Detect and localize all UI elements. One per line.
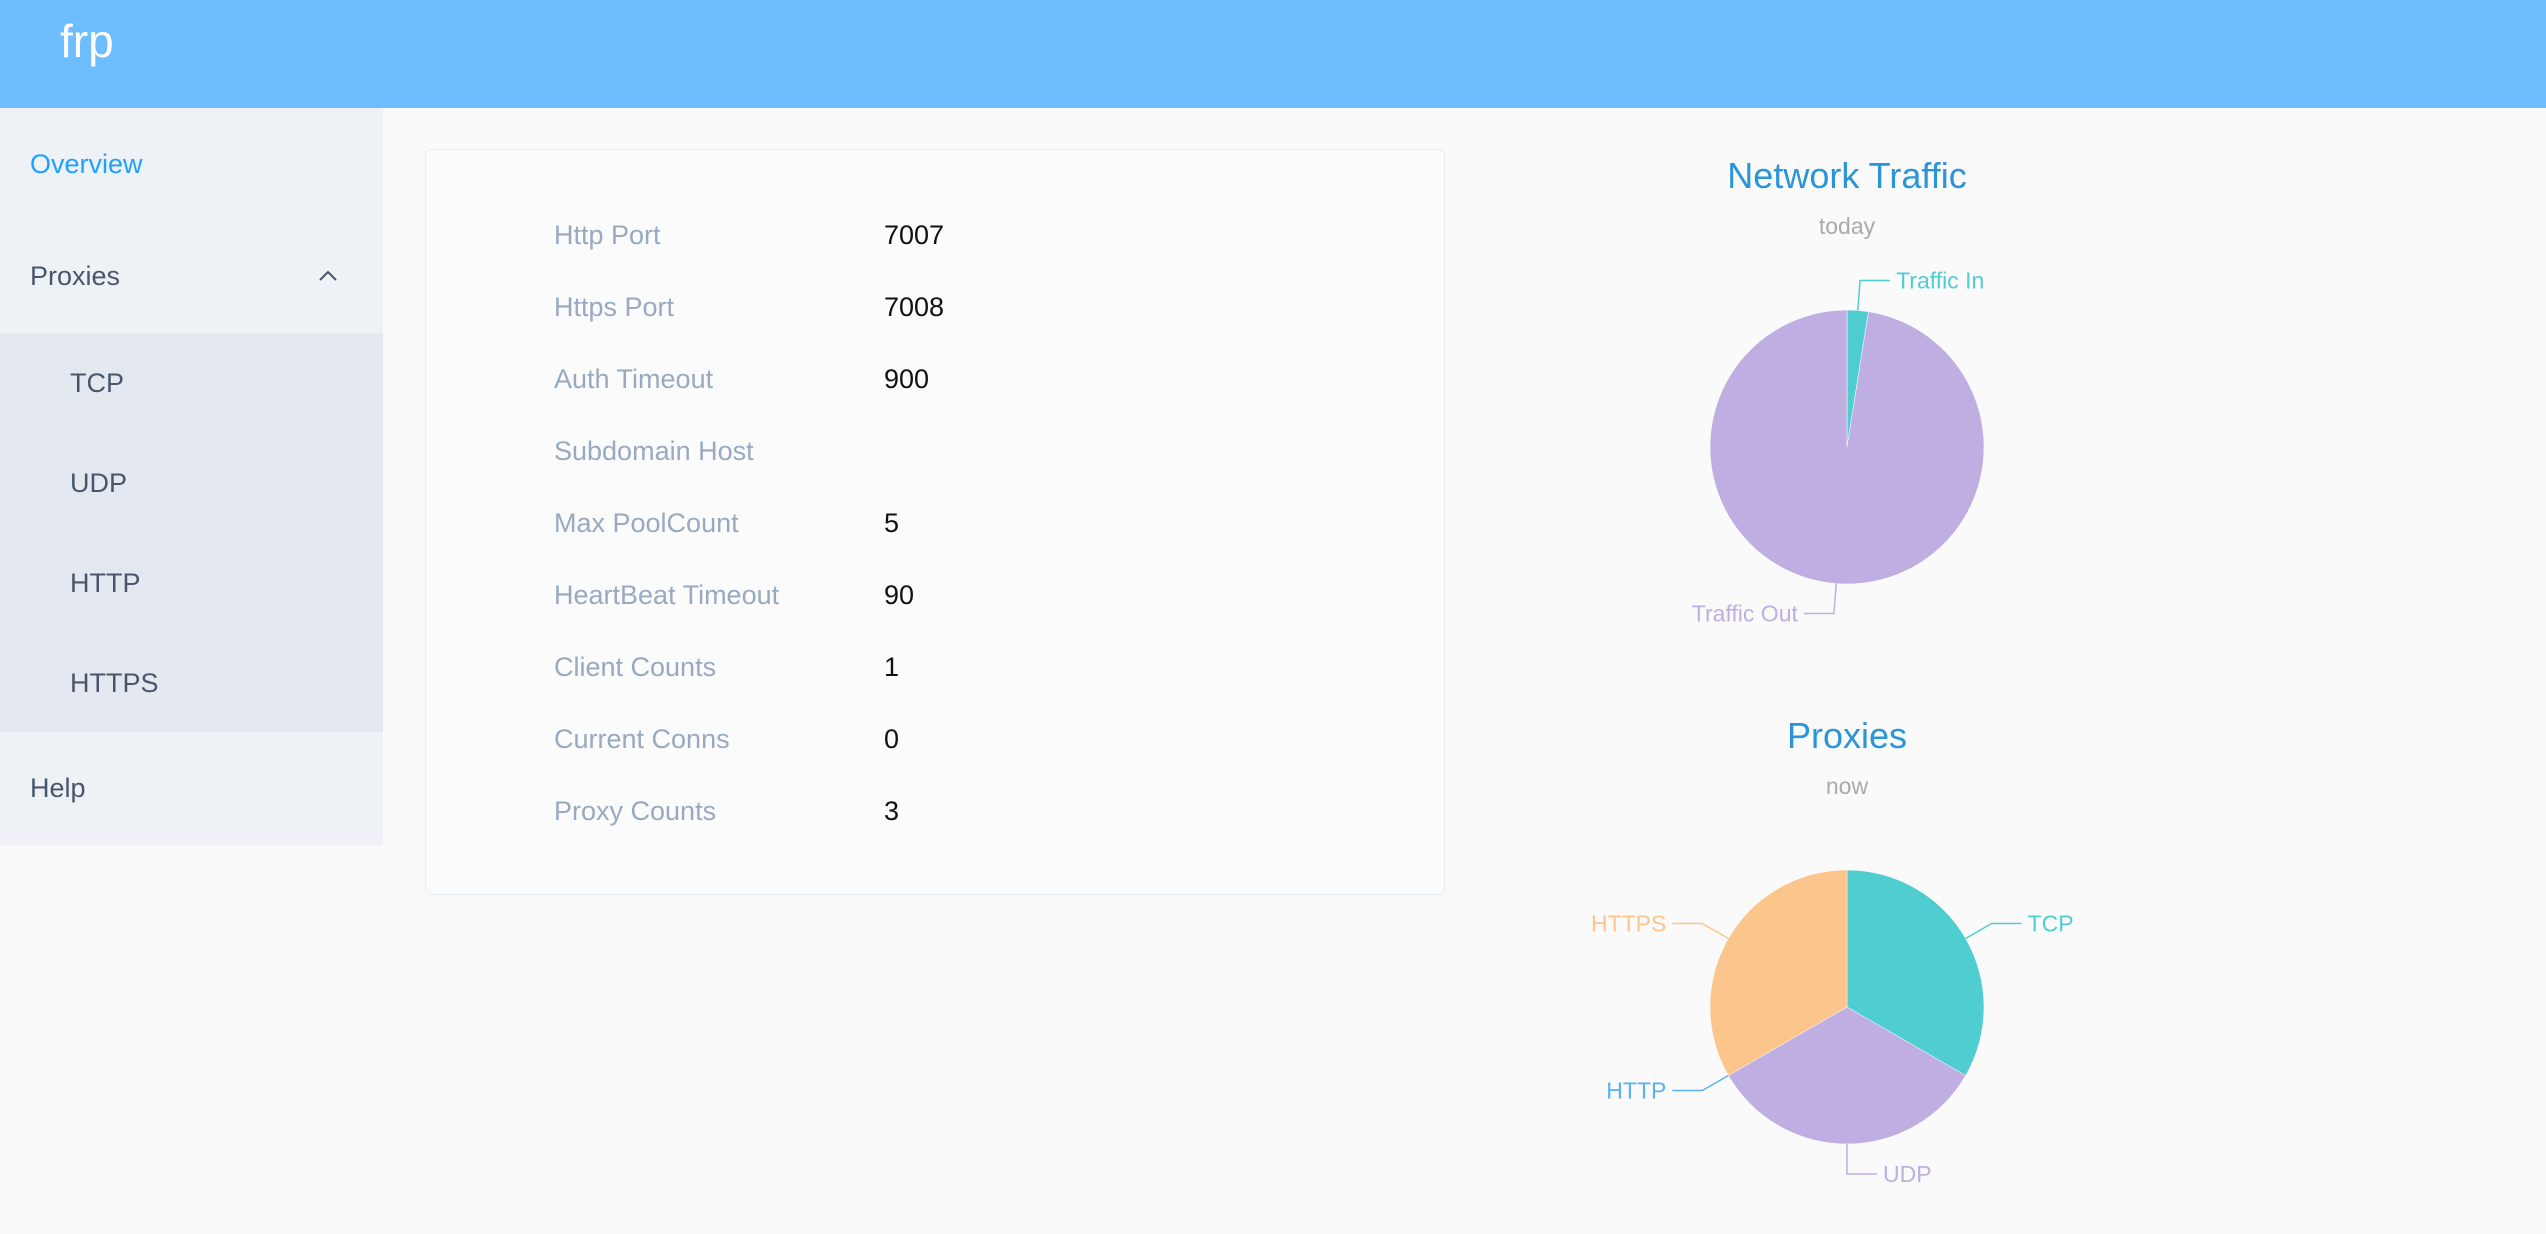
- info-label: Subdomain Host: [554, 436, 754, 466]
- chart-title: Network Traffic: [1727, 155, 1966, 196]
- sidebar-item-label: Proxies: [30, 261, 121, 291]
- info-label: Auth Timeout: [554, 364, 714, 394]
- slice-label: TCP: [2028, 911, 2074, 937]
- chart-title: Proxies: [1787, 715, 1907, 756]
- slice-label: UDP: [1883, 1161, 1932, 1187]
- info-value: 7007: [884, 220, 945, 250]
- header: frp: [0, 0, 2546, 108]
- info-value: 5: [884, 508, 900, 538]
- sidebar-item-help[interactable]: Help: [30, 773, 86, 803]
- chart-subtitle: today: [1819, 213, 1876, 239]
- pie-chart-1: Proxies now TCP UDP HTTP HTTPS: [1591, 715, 2074, 1187]
- info-label: Client Counts: [554, 652, 717, 682]
- info-label: Http Port: [554, 220, 661, 250]
- label-line: [1846, 1144, 1877, 1175]
- label-line: [1857, 279, 1891, 311]
- info-label: HeartBeat Timeout: [554, 580, 780, 610]
- label-line: [1803, 583, 1837, 615]
- server-info-card: Http Port 7007 Https Port 7008 Auth Timeout 9…: [425, 149, 1445, 895]
- sidebar-item-overview[interactable]: Overview: [30, 149, 143, 179]
- info-value: 3: [884, 796, 900, 826]
- sidebar-item-udp[interactable]: UDP: [70, 468, 128, 498]
- info-value: 90: [884, 580, 915, 610]
- slice-label: Traffic In: [1896, 268, 1984, 294]
- sidebar-item-https[interactable]: HTTPS: [70, 668, 159, 698]
- chevron-up-icon[interactable]: [318, 266, 338, 286]
- label-line: [1672, 922, 1729, 940]
- sidebar-item-tcp[interactable]: TCP: [70, 368, 124, 398]
- pie-chart-0: Network Traffic today Traffic In Traffic Ou…: [1692, 155, 1985, 626]
- sidebar: Overview Proxies TCP UDP HTTP HTTPS Help: [0, 108, 383, 845]
- pie-slice-traffic-in[interactable]: [1846, 309, 1869, 448]
- pie-slice-traffic-out[interactable]: [1709, 309, 1985, 585]
- info-value: 900: [884, 364, 930, 394]
- proxies-submenu: TCP UDP HTTP HTTPS: [0, 333, 383, 732]
- info-value: 1: [884, 652, 900, 682]
- label-line: [1965, 922, 2022, 940]
- pie-slice-https[interactable]: [1709, 869, 1848, 1076]
- pie-slice-udp[interactable]: [1728, 1006, 1966, 1145]
- slice-label: HTTP: [1606, 1078, 1666, 1104]
- label-line: [1672, 1074, 1729, 1092]
- slice-label: HTTPS: [1591, 911, 1666, 937]
- info-value: 0: [884, 724, 900, 754]
- info-label: Https Port: [554, 292, 675, 322]
- slice-label: Traffic Out: [1692, 600, 1799, 626]
- info-label: Proxy Counts: [554, 796, 717, 826]
- info-label: Current Conns: [554, 724, 730, 754]
- sidebar-item-proxies[interactable]: Proxies: [0, 220, 383, 332]
- pie-slice-tcp[interactable]: [1846, 869, 1985, 1076]
- info-label: Max PoolCount: [554, 508, 739, 538]
- info-value: 7008: [884, 292, 945, 322]
- chart-subtitle: now: [1826, 773, 1869, 799]
- logo[interactable]: frp: [60, 15, 114, 67]
- sidebar-item-http[interactable]: HTTP: [70, 568, 141, 598]
